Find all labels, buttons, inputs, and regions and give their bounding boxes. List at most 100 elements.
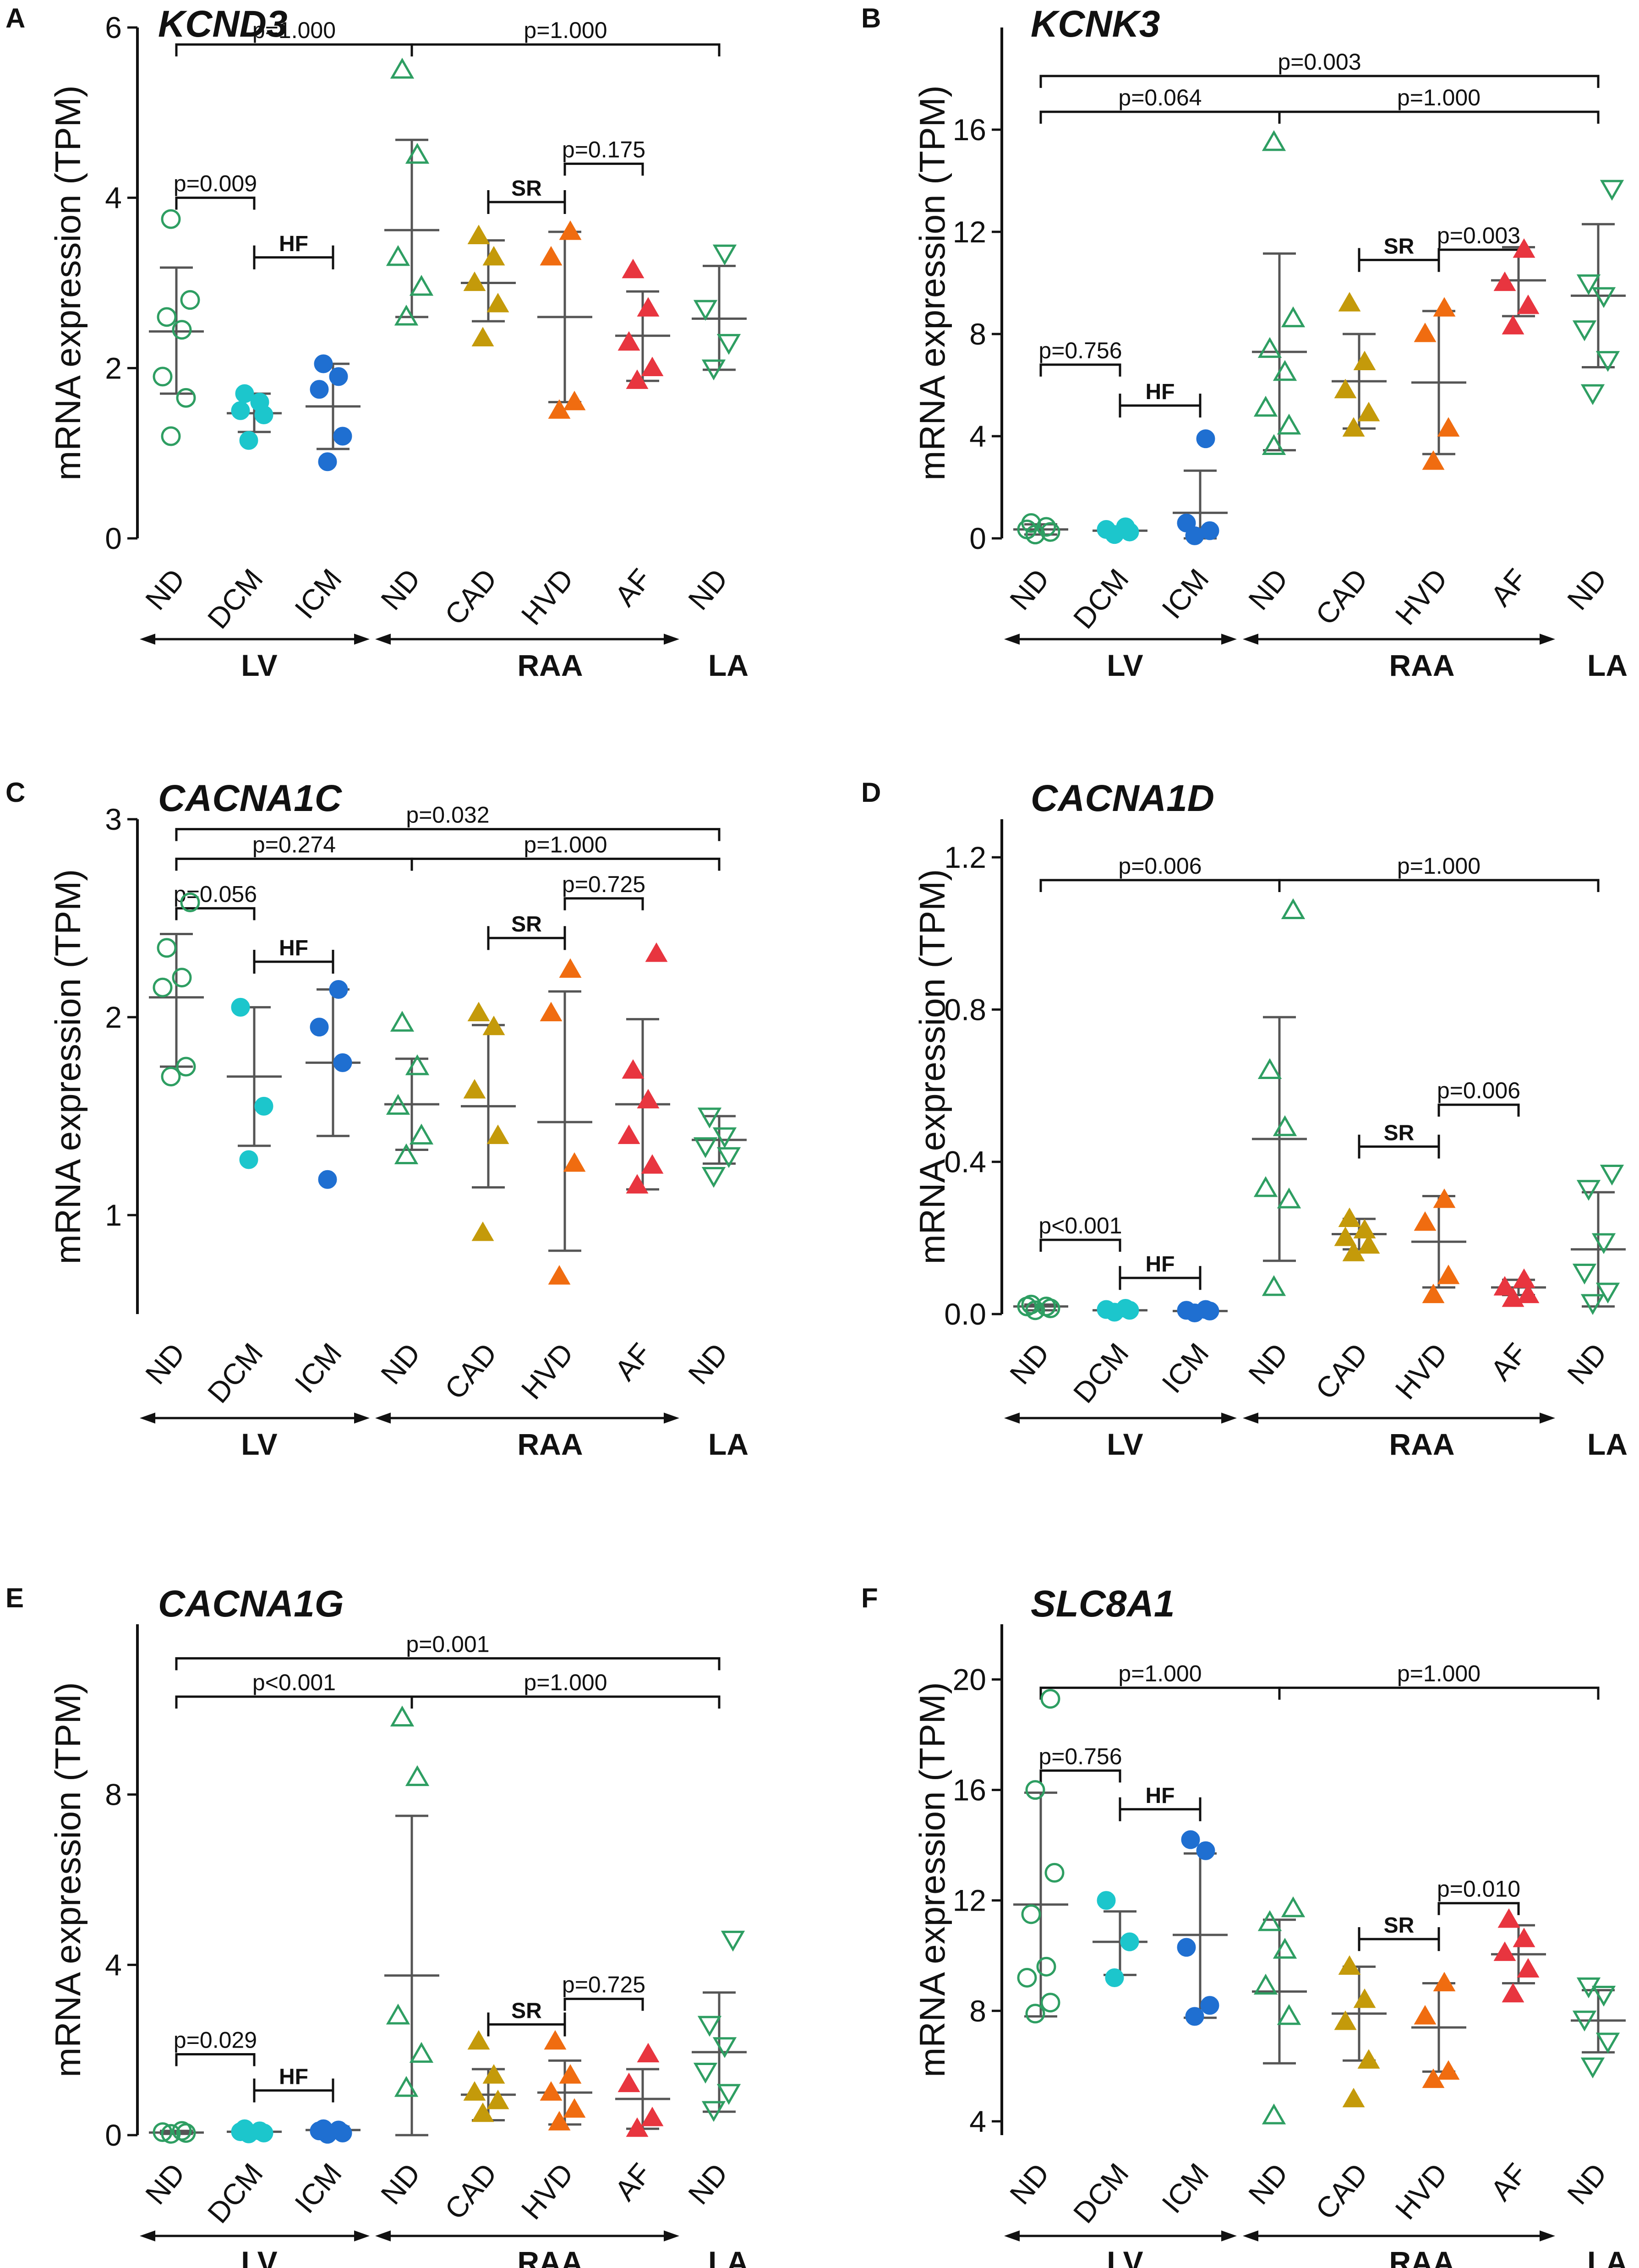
p-value-label: p=0.010 <box>1437 1876 1520 1902</box>
data-point <box>254 1096 273 1116</box>
group-bracket-ends <box>487 2012 566 2037</box>
data-point <box>386 245 410 266</box>
panel-letter: C <box>5 777 25 808</box>
group-bracket <box>1119 1276 1202 1290</box>
data-point <box>390 58 415 79</box>
p-value-bracket <box>410 1695 721 1709</box>
y-tick-label: 1.2 <box>944 840 986 874</box>
data-point <box>1177 1938 1196 1957</box>
data-point <box>1177 514 1196 533</box>
data-point <box>1025 1780 1045 1800</box>
x-tick-label: HVD <box>515 2157 580 2226</box>
p-value-label: p=1.000 <box>1118 1661 1202 1687</box>
region-label-raa: RAA <box>518 2245 583 2268</box>
group-bracket <box>1358 258 1440 272</box>
data-point <box>563 1152 586 1172</box>
data-point <box>1017 1967 1037 1988</box>
data-point <box>1517 1958 1540 1978</box>
data-point <box>617 331 640 351</box>
region-label-lv: LV <box>1107 2245 1143 2268</box>
arrow-head <box>354 1413 370 1424</box>
data-point <box>1200 521 1219 540</box>
group-bracket <box>1358 1938 1440 1951</box>
data-point <box>314 354 333 373</box>
x-tick-label: ND <box>374 563 427 616</box>
data-point <box>1513 1268 1535 1288</box>
p-value-bracket <box>1039 110 1281 124</box>
arrow-head <box>1221 1413 1237 1424</box>
x-tick-label: AF <box>1484 1337 1534 1387</box>
x-tick-label: DCM <box>1067 2157 1135 2230</box>
x-tick-label: HVD <box>515 563 580 631</box>
x-tick-label: ND <box>139 1337 191 1391</box>
data-point <box>617 2072 640 2093</box>
p-value-label: p=0.756 <box>1038 338 1122 363</box>
p-value-label: p=1.000 <box>1397 85 1481 110</box>
arrow-head <box>1243 1413 1258 1424</box>
data-point <box>1273 360 1297 381</box>
data-point <box>1437 417 1460 437</box>
data-point <box>1097 1891 1116 1910</box>
data-point <box>486 293 509 312</box>
data-point <box>1196 429 1215 449</box>
x-tick-label: CAD <box>1309 563 1374 631</box>
x-tick-label: ND <box>1242 563 1295 616</box>
data-point <box>1353 1219 1376 1238</box>
x-tick-label: ND <box>1003 2157 1056 2211</box>
data-point <box>157 938 177 958</box>
x-tick-label: HVD <box>1389 563 1454 631</box>
x-tick-label: DCM <box>1067 563 1135 635</box>
gene-title: KCNK3 <box>1031 3 1160 45</box>
data-point <box>1572 1263 1597 1285</box>
data-point <box>318 452 337 471</box>
data-point <box>482 2064 505 2084</box>
group-bracket <box>253 256 334 269</box>
data-point <box>1422 1283 1445 1304</box>
data-point <box>318 1170 337 1189</box>
data-point <box>386 1094 410 1115</box>
data-point <box>1105 1968 1124 1987</box>
arrow-head <box>1004 634 1020 645</box>
data-point <box>1253 1176 1278 1197</box>
data-point <box>390 1705 415 1727</box>
data-point <box>626 2117 649 2137</box>
x-tick-label: ICM <box>1155 2157 1215 2219</box>
data-point <box>716 1147 741 1168</box>
data-point <box>637 297 660 317</box>
data-point <box>161 1067 181 1087</box>
data-point <box>471 1222 494 1241</box>
data-point <box>641 1154 664 1174</box>
p-value-label: p=0.725 <box>562 871 645 897</box>
data-point <box>153 977 173 997</box>
gene-title: CACNA1G <box>158 1583 344 1625</box>
data-point <box>1262 2103 1286 2125</box>
data-point <box>1097 520 1116 539</box>
data-point <box>390 1011 415 1032</box>
data-point <box>1253 1973 1278 1995</box>
x-tick-label: ICM <box>288 1337 348 1399</box>
data-point <box>310 380 329 399</box>
region-label-raa: RAA <box>1389 648 1455 682</box>
region-label-lv: LV <box>1107 1427 1143 1461</box>
arrow-head <box>664 2230 679 2241</box>
y-tick-label: 2 <box>105 1000 122 1034</box>
group-label: SR <box>511 912 542 937</box>
group-bracket-ends <box>253 2078 334 2103</box>
data-point <box>1572 320 1597 341</box>
x-tick-label: ND <box>682 563 734 616</box>
group-bracket <box>487 201 566 214</box>
arrow-head <box>1540 634 1555 645</box>
data-point <box>1277 1187 1301 1209</box>
data-point <box>231 401 250 420</box>
data-point <box>1257 337 1282 358</box>
data-point <box>1493 1276 1516 1296</box>
data-point <box>693 2062 718 2084</box>
data-point <box>1097 1300 1116 1319</box>
data-point <box>721 1930 745 1952</box>
x-tick-label: ND <box>374 2157 427 2211</box>
p-value-bracket <box>563 897 644 910</box>
data-point <box>559 2064 582 2084</box>
group-bracket <box>1119 1808 1202 1821</box>
